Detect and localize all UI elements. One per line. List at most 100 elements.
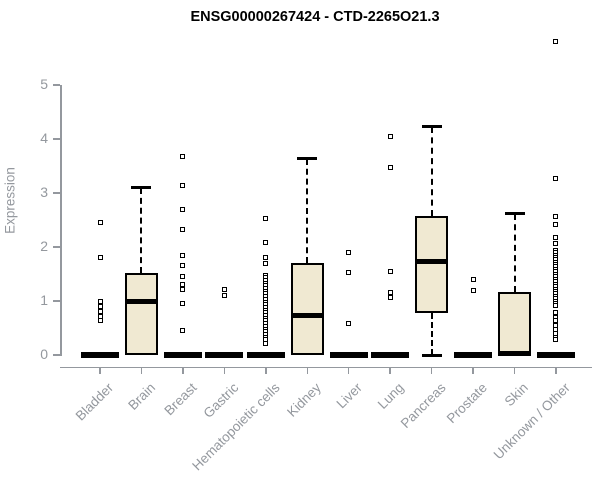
outlier-point	[387, 295, 393, 301]
y-tick	[53, 138, 60, 140]
collapsed-box	[329, 352, 368, 358]
outlier-point	[387, 290, 393, 296]
outlier-point	[180, 252, 186, 258]
outlier-point	[180, 226, 186, 232]
x-tick	[555, 367, 557, 374]
outlier-point	[553, 38, 559, 44]
median-line	[498, 351, 531, 357]
outlier-point	[180, 300, 186, 306]
collapsed-box	[246, 352, 285, 358]
upper-whisker	[306, 158, 309, 264]
median-line	[124, 299, 158, 305]
outlier-point	[221, 293, 227, 299]
outlier-point	[97, 318, 103, 324]
outlier-point	[346, 270, 352, 276]
outlier-point	[221, 286, 227, 292]
upper-whisker	[430, 126, 433, 217]
box	[124, 273, 158, 355]
upper-whisker-cap	[297, 157, 318, 161]
upper-whisker	[513, 213, 516, 292]
outlier-point	[180, 282, 186, 288]
x-tick	[99, 367, 101, 374]
chart-title: ENSG00000267424 - CTD-2265O21.3	[190, 9, 440, 25]
x-tick-label: Pancreas	[397, 380, 449, 431]
x-tick-label: Breast	[161, 380, 200, 419]
outlier-point	[470, 277, 476, 283]
y-tick-label: 1	[40, 292, 48, 308]
x-tick-label: Unknown / Other	[490, 380, 573, 463]
outlier-point	[553, 222, 559, 228]
y-tick	[53, 354, 60, 356]
y-tick-label: 4	[40, 130, 48, 146]
outlier-point	[553, 337, 559, 343]
y-tick	[53, 84, 60, 86]
outlier-point	[387, 164, 393, 170]
x-tick-label: Skin	[501, 380, 532, 410]
x-tick	[182, 367, 184, 374]
outlier-point	[97, 219, 103, 225]
collapsed-box	[454, 352, 493, 358]
collapsed-box	[536, 352, 575, 358]
box	[290, 263, 324, 355]
x-tick-label: Liver	[334, 380, 366, 412]
y-tick-label: 2	[40, 238, 48, 254]
outlier-point	[553, 235, 559, 241]
outlier-point	[263, 255, 269, 261]
y-tick-label: 5	[40, 76, 48, 92]
outlier-point	[387, 133, 393, 139]
outlier-point	[346, 320, 352, 326]
x-tick	[140, 367, 143, 374]
outlier-point	[263, 215, 269, 221]
y-axis-line	[60, 85, 62, 356]
outlier-point	[180, 273, 186, 279]
x-tick	[389, 367, 391, 374]
outlier-point	[180, 287, 186, 293]
collapsed-box	[371, 352, 410, 358]
outlier-point	[180, 263, 186, 269]
box	[415, 216, 449, 314]
x-tick	[223, 367, 226, 374]
median-line	[290, 312, 324, 318]
upper-whisker-cap	[421, 125, 442, 129]
upper-whisker-cap	[504, 212, 525, 216]
collapsed-box	[81, 352, 119, 358]
upper-whisker-cap	[131, 186, 152, 190]
x-tick-label: Kidney	[284, 380, 324, 420]
outlier-point	[553, 214, 559, 220]
x-tick	[347, 367, 350, 374]
x-axis-line	[60, 366, 592, 368]
outlier-point	[263, 240, 269, 246]
outlier-point	[97, 313, 103, 319]
outlier-point	[553, 176, 559, 182]
x-tick-label: Lung	[374, 380, 407, 412]
x-tick	[472, 367, 474, 374]
x-tick-label: Gastric	[200, 380, 241, 421]
collapsed-box	[205, 352, 244, 358]
y-tick	[53, 300, 60, 302]
upper-whisker	[140, 187, 143, 274]
y-tick	[53, 246, 60, 248]
outlier-point	[346, 250, 352, 256]
y-tick-label: 0	[40, 346, 48, 362]
collapsed-box	[163, 352, 202, 358]
x-tick	[265, 367, 267, 374]
y-tick-label: 3	[40, 184, 48, 200]
outlier-point	[387, 269, 393, 275]
outlier-point	[180, 154, 186, 160]
lower-whisker	[430, 313, 433, 355]
outlier-point	[263, 340, 269, 346]
x-tick-label: Prostate	[443, 380, 490, 427]
x-tick-label: Bladder	[73, 380, 117, 424]
outlier-point	[97, 303, 103, 309]
outlier-point	[97, 255, 103, 261]
outlier-point	[180, 207, 186, 213]
outlier-point	[263, 260, 269, 266]
lower-whisker-cap	[421, 353, 442, 357]
outlier-point	[180, 183, 186, 189]
median-line	[415, 259, 449, 265]
box	[498, 291, 531, 355]
y-tick	[53, 192, 60, 194]
x-tick	[513, 367, 516, 374]
